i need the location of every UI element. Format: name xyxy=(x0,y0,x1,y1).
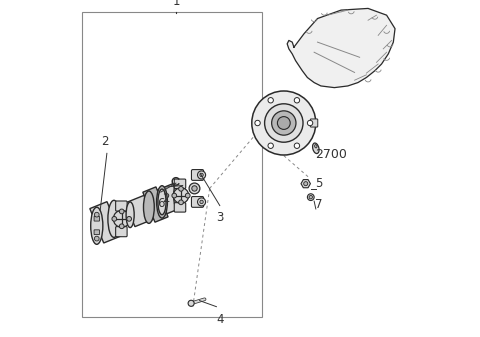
Text: 4: 4 xyxy=(216,313,224,327)
Text: 2: 2 xyxy=(101,135,109,148)
Circle shape xyxy=(172,193,177,198)
Text: 1: 1 xyxy=(172,0,180,8)
Ellipse shape xyxy=(158,189,166,215)
Circle shape xyxy=(173,188,189,203)
Circle shape xyxy=(307,194,314,201)
Circle shape xyxy=(192,186,197,191)
Circle shape xyxy=(185,193,190,198)
Ellipse shape xyxy=(312,143,319,154)
Circle shape xyxy=(95,212,99,217)
Circle shape xyxy=(309,195,312,199)
Circle shape xyxy=(189,183,200,194)
FancyBboxPatch shape xyxy=(116,201,127,211)
Polygon shape xyxy=(90,202,121,243)
Ellipse shape xyxy=(144,191,154,223)
Bar xyxy=(82,12,262,317)
Circle shape xyxy=(272,111,296,135)
Text: 2700: 2700 xyxy=(315,148,347,161)
Circle shape xyxy=(294,143,300,148)
Ellipse shape xyxy=(145,194,153,220)
Ellipse shape xyxy=(174,183,181,208)
Circle shape xyxy=(95,236,99,241)
Circle shape xyxy=(197,171,205,179)
Circle shape xyxy=(127,216,132,221)
Text: 7: 7 xyxy=(315,197,323,211)
Text: 6: 6 xyxy=(157,197,165,210)
Circle shape xyxy=(197,198,205,206)
Polygon shape xyxy=(125,195,154,227)
Circle shape xyxy=(188,300,194,306)
Circle shape xyxy=(304,182,308,186)
Circle shape xyxy=(255,120,260,126)
Circle shape xyxy=(200,173,203,177)
Text: 5: 5 xyxy=(315,177,323,190)
Polygon shape xyxy=(301,180,311,188)
Circle shape xyxy=(307,120,313,126)
Polygon shape xyxy=(143,187,168,222)
Polygon shape xyxy=(287,8,395,88)
Circle shape xyxy=(268,98,274,103)
Circle shape xyxy=(113,210,130,227)
Circle shape xyxy=(120,224,124,228)
Ellipse shape xyxy=(314,145,317,148)
FancyBboxPatch shape xyxy=(311,119,318,127)
Circle shape xyxy=(294,98,300,103)
Circle shape xyxy=(252,91,316,155)
Circle shape xyxy=(179,186,183,191)
FancyBboxPatch shape xyxy=(174,203,186,212)
Ellipse shape xyxy=(126,202,134,227)
FancyBboxPatch shape xyxy=(94,216,99,221)
Ellipse shape xyxy=(156,186,168,218)
Circle shape xyxy=(268,143,274,148)
Circle shape xyxy=(179,200,183,205)
Ellipse shape xyxy=(91,207,103,244)
FancyBboxPatch shape xyxy=(192,196,204,207)
Ellipse shape xyxy=(108,200,120,237)
Polygon shape xyxy=(157,184,182,214)
FancyBboxPatch shape xyxy=(192,170,204,180)
FancyBboxPatch shape xyxy=(174,179,186,188)
Text: 3: 3 xyxy=(216,211,224,224)
Circle shape xyxy=(264,104,303,142)
Circle shape xyxy=(120,209,124,214)
Text: 2: 2 xyxy=(162,192,169,205)
Circle shape xyxy=(200,200,203,204)
Circle shape xyxy=(277,117,290,129)
FancyBboxPatch shape xyxy=(116,226,127,237)
Circle shape xyxy=(112,216,117,221)
FancyBboxPatch shape xyxy=(94,230,99,235)
